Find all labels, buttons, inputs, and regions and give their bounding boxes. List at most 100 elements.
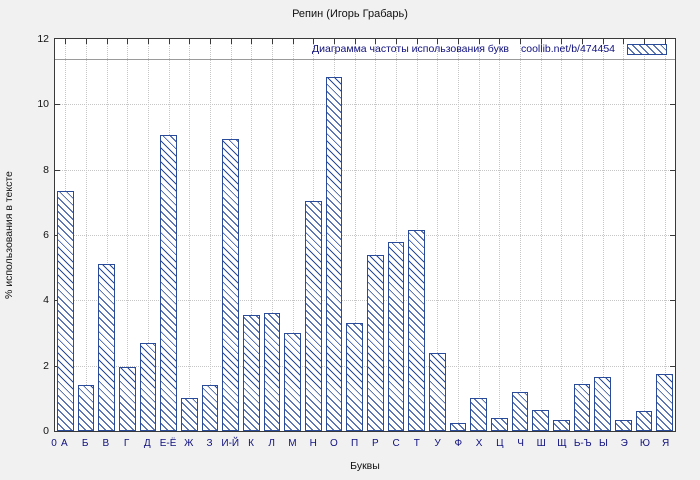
x-tick-label: Э xyxy=(620,438,628,449)
bar-Ю xyxy=(635,411,653,431)
horizontal-gridline xyxy=(55,104,675,106)
bar-А xyxy=(57,190,74,431)
top-tick-mark xyxy=(65,39,67,44)
bar-slot xyxy=(448,39,469,431)
x-tick-label: Ь-Ъ xyxy=(573,438,592,449)
bar-Ы xyxy=(594,377,612,431)
top-tick-mark xyxy=(664,39,666,44)
top-tick-mark xyxy=(86,39,87,44)
bar-slot xyxy=(551,39,572,431)
top-tick-mark xyxy=(148,39,150,44)
bar-М xyxy=(284,333,302,431)
bar-slot xyxy=(427,39,448,431)
x-tick-label: Ш xyxy=(536,438,546,449)
bar-З xyxy=(201,385,219,431)
bar-Д xyxy=(139,342,157,431)
x-tick-label: С xyxy=(392,438,400,449)
vertical-gridline xyxy=(148,39,150,431)
vertical-gridline xyxy=(251,39,253,431)
bar-Л xyxy=(263,313,281,431)
y-tick-label: 2 xyxy=(43,359,49,372)
horizontal-gridline xyxy=(55,169,675,171)
vertical-gridline xyxy=(561,39,563,431)
top-tick-mark xyxy=(561,39,563,44)
vertical-gridline xyxy=(106,39,108,431)
right-tick-mark xyxy=(670,235,675,236)
vertical-gridline xyxy=(582,39,584,431)
bar-К xyxy=(243,315,260,431)
top-tick-mark xyxy=(540,39,542,44)
x-tick-label: М xyxy=(288,438,297,449)
bar-slot xyxy=(76,39,97,431)
x-tick-label: А xyxy=(61,438,68,449)
horizontal-gridline xyxy=(55,235,675,236)
top-tick-mark xyxy=(623,39,625,44)
bar-slot xyxy=(592,39,613,431)
top-tick-mark xyxy=(499,39,501,44)
y-tick-label: 4 xyxy=(43,294,49,307)
bar-И-Й xyxy=(222,138,240,431)
left-tick-mark xyxy=(55,169,60,171)
y-tick-labels: 0 2 4 6 8 10 12 xyxy=(37,33,675,437)
bar-slot xyxy=(365,39,386,431)
bar-slot xyxy=(572,39,593,431)
x-tick-labels: 0 А Б В Г Д Е-Ё Ж З И-Й К Л М Н О П Р С Т У Ф Х Ц Ч Ш Щ Ь-Ъ Ы Э Ю Я xyxy=(51,438,676,449)
x-tick-label: О xyxy=(330,438,338,449)
right-tick-mark xyxy=(670,300,675,302)
vertical-gridline xyxy=(520,39,522,431)
top-tick-mark xyxy=(210,39,212,44)
x-tick-label: Н xyxy=(309,438,317,449)
horizontal-gridline xyxy=(55,365,675,367)
top-tick-mark xyxy=(354,39,356,44)
bar-slot xyxy=(324,39,345,431)
right-tick-mark xyxy=(670,365,675,367)
vertical-gridline xyxy=(478,39,480,431)
vertical-gridline xyxy=(540,39,542,431)
vertical-gridline xyxy=(602,39,604,431)
bar-Б xyxy=(77,385,95,431)
x-axis-title: Буквы xyxy=(350,460,380,472)
bar-Р xyxy=(367,254,384,431)
bar-О xyxy=(325,76,343,431)
x-tick-label: Х xyxy=(475,438,483,449)
top-tick-mark xyxy=(106,39,108,44)
vertical-gridline xyxy=(623,39,625,431)
bar-slot xyxy=(179,39,200,431)
top-tick-mark xyxy=(375,39,377,44)
x-tick-label: У xyxy=(434,438,441,449)
top-tick-mark xyxy=(396,39,398,44)
vertical-gridline xyxy=(86,39,87,431)
plot-area: Диаграмма частоты использования букв coo… xyxy=(37,33,676,437)
x-tick-label: Т xyxy=(413,438,420,449)
bar-С xyxy=(387,241,405,431)
bar-slot xyxy=(138,39,159,431)
chart-title: Репин (Игорь Грабарь) xyxy=(292,8,408,20)
bar-slot xyxy=(613,39,634,431)
y-tick-label: 8 xyxy=(43,163,49,176)
vertical-gridline xyxy=(664,39,666,431)
x-tick-label: П xyxy=(351,438,359,449)
x-tick-label: Ж xyxy=(184,438,194,449)
legend-swatch-icon xyxy=(627,43,667,55)
x-tick-label: Г xyxy=(123,438,130,449)
x-tick-label: Ч xyxy=(517,438,524,449)
x-tick-label: Щ xyxy=(557,438,567,449)
bar-Н xyxy=(305,200,322,431)
bar-slot xyxy=(241,39,262,431)
bar-Ь-Ъ xyxy=(573,383,591,431)
bar-slot xyxy=(220,39,241,431)
top-tick-mark xyxy=(292,39,294,44)
bar-slot xyxy=(303,39,324,431)
bar-Ф xyxy=(449,422,467,431)
vertical-gridline xyxy=(375,39,377,431)
top-tick-mark xyxy=(127,39,129,44)
legend-source: coollib.net/b/474454 xyxy=(521,43,615,55)
y-tick-label: 10 xyxy=(37,98,49,111)
bar-slot xyxy=(654,39,675,431)
legend-label: Диаграмма частоты использования букв xyxy=(312,43,509,55)
x-tick-label: Р xyxy=(372,438,379,449)
bar-slot xyxy=(158,39,179,431)
y-tick-label: 6 xyxy=(43,229,49,241)
right-tick-mark xyxy=(670,169,675,171)
bar-Щ xyxy=(553,419,570,431)
